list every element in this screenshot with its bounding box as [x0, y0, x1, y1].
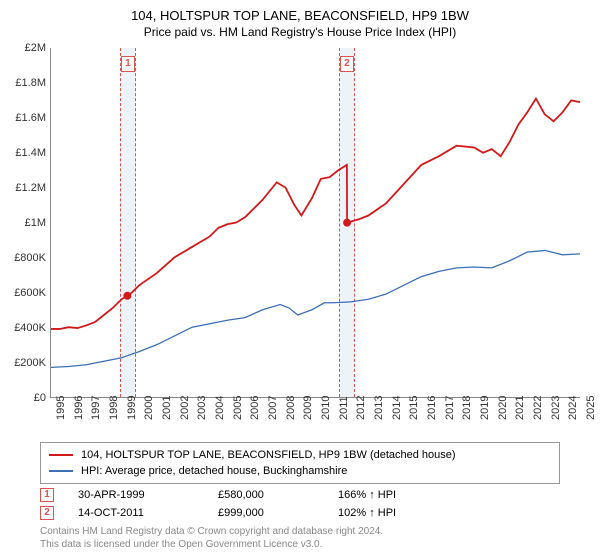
y-axis-tick: £600K — [6, 287, 46, 299]
attribution: Contains HM Land Registry data © Crown c… — [40, 526, 560, 551]
y-axis-tick: £1M — [6, 217, 46, 229]
sale-index-badge: 2 — [40, 506, 54, 520]
y-axis-tick: £400K — [6, 322, 46, 334]
series-line-hpi — [51, 250, 580, 367]
chart-svg — [51, 48, 580, 397]
x-axis-tick: 1995 — [55, 396, 67, 420]
x-axis-tick: 2020 — [497, 396, 509, 420]
chart-container: 104, HOLTSPUR TOP LANE, BEACONSFIELD, HP… — [0, 0, 600, 560]
x-axis-tick: 2011 — [338, 396, 350, 420]
x-axis-tick: 2005 — [232, 396, 244, 420]
attribution-line: Contains HM Land Registry data © Crown c… — [40, 526, 560, 539]
legend-row: HPI: Average price, detached house, Buck… — [49, 463, 551, 479]
x-axis-tick: 2019 — [479, 396, 491, 420]
y-axis-tick: £200K — [6, 357, 46, 369]
sale-date: 14-OCT-2011 — [78, 507, 218, 519]
x-axis-tick: 2023 — [550, 396, 562, 420]
sale-price: £580,000 — [218, 489, 338, 501]
x-axis-tick: 2021 — [514, 396, 526, 420]
x-axis-tick: 2013 — [373, 396, 385, 420]
chart-title: 104, HOLTSPUR TOP LANE, BEACONSFIELD, HP… — [0, 8, 600, 23]
x-axis-tick: 1999 — [126, 396, 138, 420]
sale-pct: 102% ↑ HPI — [338, 507, 396, 519]
sale-date: 30-APR-1999 — [78, 489, 218, 501]
x-axis-tick: 2004 — [214, 396, 226, 420]
x-axis-tick: 2000 — [143, 396, 155, 420]
sale-price: £999,000 — [218, 507, 338, 519]
x-axis-tick: 2017 — [444, 396, 456, 420]
x-axis-tick: 2014 — [391, 396, 403, 420]
y-axis-tick: £1.6M — [6, 112, 46, 124]
y-axis-tick: £1.2M — [6, 182, 46, 194]
legend-swatch — [49, 454, 73, 456]
chart-plot-area: 12£0£200K£400K£600K£800K£1M£1.2M£1.4M£1.… — [50, 48, 580, 398]
y-axis-tick: £2M — [6, 42, 46, 54]
x-axis-tick: 2018 — [461, 396, 473, 420]
y-axis-tick: £800K — [6, 252, 46, 264]
x-axis-tick: 2009 — [302, 396, 314, 420]
sale-row: 2 14-OCT-2011£999,000102% ↑ HPI — [40, 504, 396, 522]
chart-subtitle: Price paid vs. HM Land Registry's House … — [0, 25, 600, 39]
x-axis-tick: 2025 — [585, 396, 597, 420]
sale-row: 1 30-APR-1999£580,000166% ↑ HPI — [40, 486, 396, 504]
sale-point — [343, 219, 351, 227]
title-block: 104, HOLTSPUR TOP LANE, BEACONSFIELD, HP… — [0, 0, 600, 39]
y-axis-tick: £1.4M — [6, 147, 46, 159]
sale-marker: 2 — [340, 56, 354, 72]
x-axis-tick: 2001 — [161, 396, 173, 420]
x-axis-tick: 1998 — [108, 396, 120, 420]
x-axis-tick: 1997 — [90, 396, 102, 420]
x-axis-tick: 2015 — [408, 396, 420, 420]
sale-point — [123, 292, 131, 300]
sale-marker: 1 — [121, 56, 135, 72]
x-axis-tick: 2003 — [196, 396, 208, 420]
sales-table: 1 30-APR-1999£580,000166% ↑ HPI 2 14-OCT-20… — [40, 486, 396, 522]
y-axis-tick: £0 — [6, 392, 46, 404]
legend: 104, HOLTSPUR TOP LANE, BEACONSFIELD, HP… — [40, 442, 560, 484]
x-axis-tick: 2008 — [285, 396, 297, 420]
x-axis-tick: 2022 — [532, 396, 544, 420]
x-axis-tick: 2007 — [267, 396, 279, 420]
x-axis-tick: 2024 — [567, 396, 579, 420]
sale-pct: 166% ↑ HPI — [338, 489, 396, 501]
x-axis-tick: 2002 — [179, 396, 191, 420]
sale-index-badge: 1 — [40, 488, 54, 502]
x-axis-tick: 2016 — [426, 396, 438, 420]
x-axis-tick: 2010 — [320, 396, 332, 420]
y-axis-tick: £1.8M — [6, 77, 46, 89]
x-axis-tick: 1996 — [73, 396, 85, 420]
attribution-line: This data is licensed under the Open Gov… — [40, 539, 560, 552]
x-axis-tick: 2012 — [355, 396, 367, 420]
legend-label: 104, HOLTSPUR TOP LANE, BEACONSFIELD, HP… — [81, 449, 456, 461]
legend-swatch — [49, 470, 73, 472]
legend-row: 104, HOLTSPUR TOP LANE, BEACONSFIELD, HP… — [49, 447, 551, 463]
x-axis-tick: 2006 — [249, 396, 261, 420]
legend-label: HPI: Average price, detached house, Buck… — [81, 465, 347, 477]
